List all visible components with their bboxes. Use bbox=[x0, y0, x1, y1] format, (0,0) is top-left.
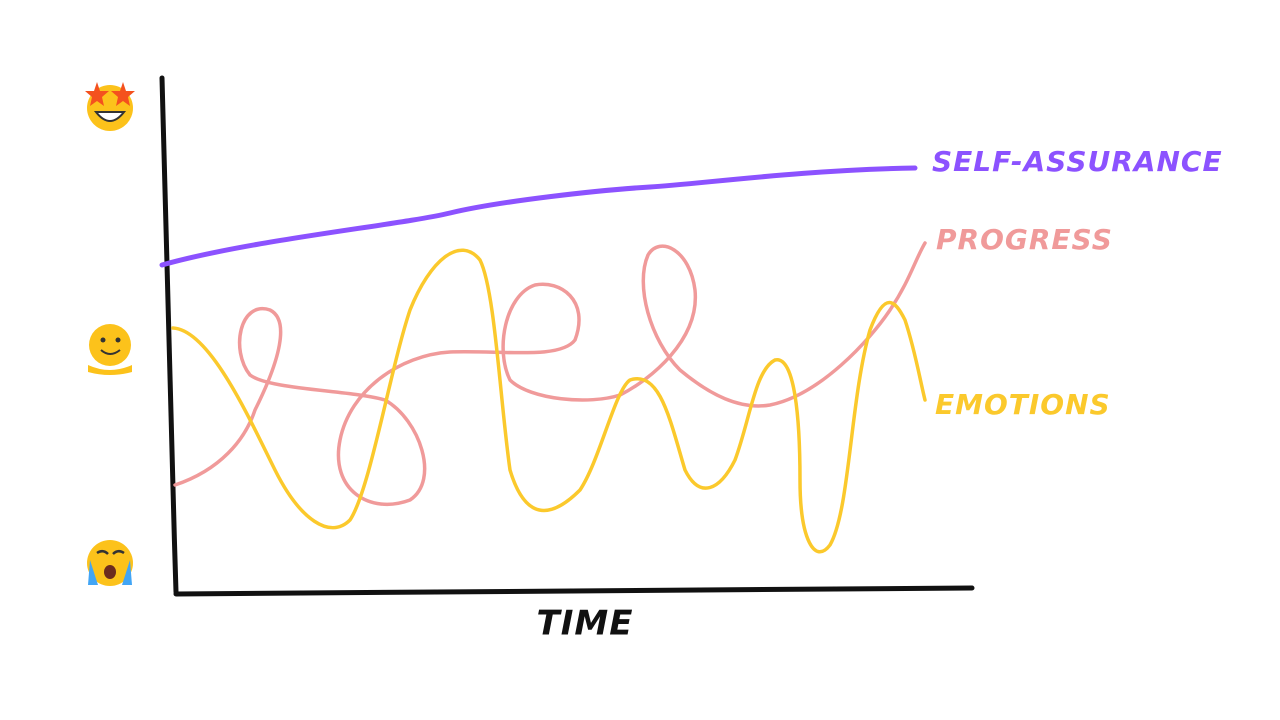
line-label: SELF-ASSURANCE bbox=[932, 145, 1223, 178]
y-axis bbox=[159, 75, 179, 595]
emotions-line bbox=[171, 248, 927, 554]
x-axis-label: TIME bbox=[537, 604, 634, 644]
star-struck-face bbox=[85, 82, 135, 131]
line-label: PROGRESS bbox=[936, 223, 1113, 256]
x-axis bbox=[173, 585, 975, 597]
line-label: EMOTIONS bbox=[935, 388, 1111, 421]
melting-face bbox=[88, 324, 132, 375]
crying-face bbox=[87, 540, 133, 586]
self-assurance-line bbox=[159, 165, 918, 268]
progress-line bbox=[173, 241, 927, 506]
